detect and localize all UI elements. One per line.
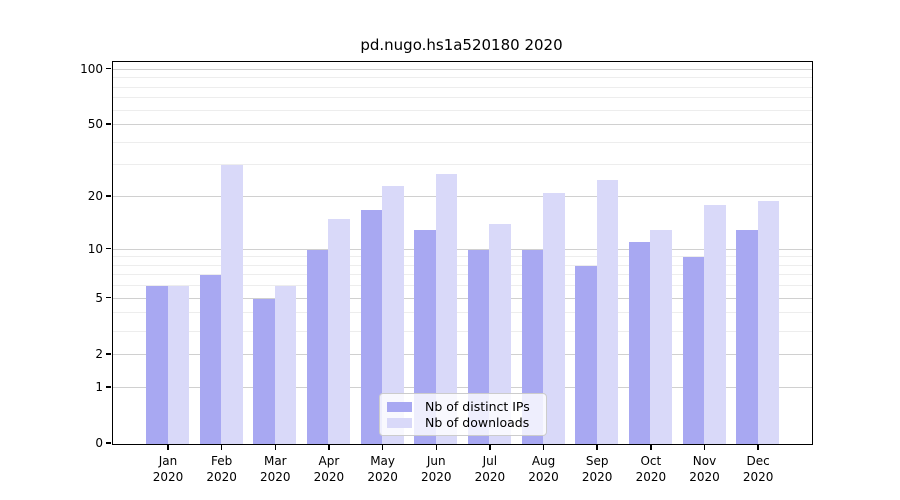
x-tick-label-dec: Dec 2020 [742, 454, 774, 484]
x-tick-label-nov: Nov 2020 [689, 454, 720, 484]
bar-nb-of-distinct-ips-jan [146, 286, 168, 444]
y-tick-2 [106, 353, 111, 355]
y-tick-label-2: 2 [95, 346, 103, 361]
gridline-8 [113, 264, 812, 266]
bar-nb-of-distinct-ips-jun [414, 229, 436, 444]
bar-nb-of-distinct-ips-dec [736, 229, 758, 444]
bar-nb-of-distinct-ips-sep [575, 265, 597, 444]
x-tick-label-oct: Oct 2020 [635, 454, 667, 484]
bar-nb-of-downloads-may [382, 186, 404, 444]
bar-nb-of-downloads-nov [704, 205, 726, 444]
gridline-10 [113, 248, 812, 250]
y-tick-label-50: 50 [87, 117, 103, 132]
bar-nb-of-distinct-ips-may [360, 209, 383, 444]
x-tick-mar [274, 444, 277, 450]
y-tick-label-1: 1 [95, 379, 103, 394]
gridline-1 [113, 386, 812, 388]
bar-nb-of-downloads-jun [435, 173, 458, 444]
x-tick-apr [328, 444, 330, 450]
bar-nb-of-distinct-ips-apr [306, 249, 329, 444]
y-tick-0 [106, 442, 111, 444]
x-tick-dec [757, 444, 759, 450]
gridline-40 [113, 141, 812, 143]
gridline-20 [113, 196, 812, 198]
x-tick-may [381, 444, 384, 450]
x-tick-feb [220, 444, 223, 450]
legend: Nb of distinct IPs Nb of downloads [379, 393, 547, 436]
x-tick-label-jun: Jun 2020 [420, 454, 452, 484]
y-tick-label-0: 0 [95, 436, 103, 450]
gridline-4 [113, 312, 812, 314]
gridline-50 [113, 124, 812, 126]
legend-item-downloads: Nb of downloads [387, 415, 537, 431]
legend-label-downloads: Nb of downloads [425, 415, 530, 430]
y-tick-label-100: 100 [80, 61, 103, 76]
bar-nb-of-downloads-dec [757, 201, 780, 444]
bar-nb-of-distinct-ips-nov [682, 257, 704, 444]
bar-nb-of-downloads-oct [650, 229, 672, 444]
x-tick-label-jan: Jan 2020 [152, 454, 184, 484]
x-tick-jul [489, 444, 491, 450]
y-tick-10 [106, 247, 111, 250]
y-tick-label-10: 10 [87, 241, 103, 256]
legend-label-distinct-ips: Nb of distinct IPs [425, 399, 530, 414]
bar-nb-of-distinct-ips-feb [199, 275, 222, 444]
gridline-7 [113, 274, 812, 276]
x-tick-label-feb: Feb 2020 [206, 454, 237, 484]
y-tick-50 [106, 123, 111, 125]
legend-swatch-downloads [387, 418, 412, 428]
x-tick-oct [650, 444, 652, 450]
x-tick-label-jul: Jul 2020 [474, 454, 506, 484]
chart-title: pd.nugo.hs1a520180 2020 [360, 36, 563, 54]
gridline-3 [113, 330, 812, 332]
y-tick-1 [106, 386, 111, 388]
gridline-5 [113, 297, 812, 299]
gridline-6 [113, 285, 812, 287]
x-tick-jun [435, 444, 437, 450]
bar-nb-of-downloads-jan [167, 286, 189, 444]
y-tick-20 [106, 195, 111, 197]
x-tick-sep [596, 444, 598, 450]
gridline-100 [113, 68, 812, 70]
legend-swatch-distinct-ips [387, 402, 412, 412]
gridline-60 [113, 109, 812, 111]
bar-nb-of-downloads-jul [489, 224, 511, 444]
x-tick-jan [167, 444, 169, 450]
plot-area [112, 61, 813, 445]
y-tick-label-5: 5 [95, 290, 103, 305]
y-tick-100 [106, 67, 111, 70]
gridline-70 [113, 97, 812, 99]
y-tick-5 [106, 296, 111, 299]
bar-nb-of-downloads-apr [328, 219, 350, 444]
bar-nb-of-distinct-ips-oct [628, 242, 651, 444]
y-tick-label-20: 20 [87, 189, 103, 204]
x-tick-label-mar: Mar 2020 [260, 454, 291, 484]
x-tick-label-sep: Sep 2020 [581, 454, 613, 484]
gridline-30 [113, 164, 812, 166]
bar-nb-of-downloads-sep [596, 179, 619, 444]
bar-nb-of-downloads-feb [221, 165, 243, 444]
x-tick-label-apr: Apr 2020 [313, 454, 345, 484]
x-tick-label-aug: Aug 2020 [528, 454, 559, 484]
gridline-80 [113, 86, 812, 88]
gridline-9 [113, 256, 812, 258]
x-tick-nov [703, 444, 706, 450]
bar-nb-of-distinct-ips-mar [253, 298, 275, 444]
gridline-2 [113, 353, 812, 355]
legend-item-distinct-ips: Nb of distinct IPs [387, 399, 537, 415]
bar-nb-of-downloads-mar [274, 286, 297, 444]
bar-nb-of-downloads-aug [543, 193, 565, 444]
x-tick-aug [542, 444, 545, 450]
x-tick-label-may: May 2020 [367, 454, 398, 484]
gridline-90 [113, 77, 812, 79]
